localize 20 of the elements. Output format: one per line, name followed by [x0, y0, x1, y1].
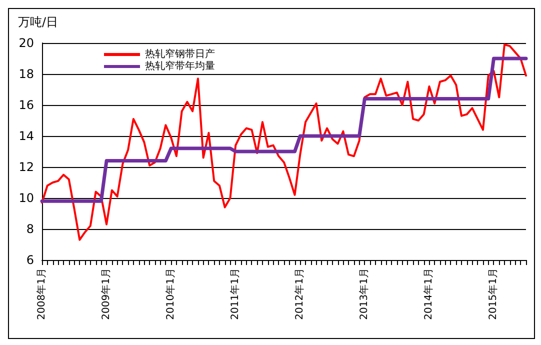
x-tick-label: 2015年1月: [487, 268, 500, 320]
legend-label: 热轧窄带年均量: [145, 60, 215, 72]
line-series: [40, 56, 528, 203]
y-tick-label: 8: [26, 222, 34, 236]
y-tick-label: 20: [18, 36, 34, 50]
x-tick-label: 2014年1月: [422, 268, 435, 320]
x-tick-label: 2010年1月: [164, 268, 177, 320]
y-tick-label: 16: [18, 98, 34, 112]
y-tick-label: 10: [18, 191, 34, 205]
x-tick-label: 2012年1月: [294, 268, 306, 320]
y-tick-label: 18: [18, 67, 34, 81]
x-tick-label: 2008年1月: [36, 268, 48, 320]
x-tick-label: 2009年1月: [100, 268, 112, 320]
y-tick-label: 14: [18, 129, 34, 143]
y-tick-label: 12: [18, 160, 34, 174]
y-tick-label: 6: [26, 253, 34, 267]
y-axis-title: 万吨/日: [18, 15, 58, 29]
legend-label: 热轧窄钢带日产: [145, 48, 215, 60]
x-tick-label: 2011年1月: [229, 268, 242, 320]
x-tick-label: 2013年1月: [358, 268, 370, 320]
